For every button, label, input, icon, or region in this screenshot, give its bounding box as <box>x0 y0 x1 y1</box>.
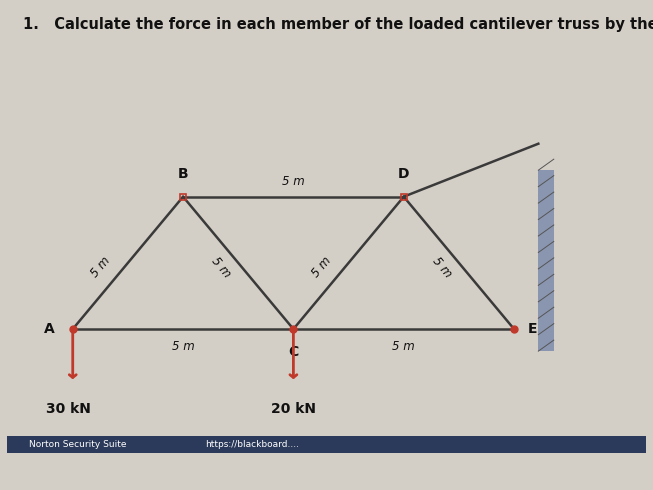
Text: 30 kN: 30 kN <box>46 401 91 416</box>
Text: 5 m: 5 m <box>309 254 334 280</box>
Text: https://blackboard....: https://blackboard.... <box>205 440 299 449</box>
Text: 1.   Calculate the force in each member of the loaded cantilever truss by the me: 1. Calculate the force in each member of… <box>23 17 653 32</box>
Text: Norton Security Suite: Norton Security Suite <box>29 440 126 449</box>
Text: E: E <box>528 322 537 336</box>
Text: A: A <box>44 322 55 336</box>
Text: 20 kN: 20 kN <box>271 401 316 416</box>
Bar <box>538 170 554 351</box>
Bar <box>7 436 646 453</box>
Text: B: B <box>178 167 188 181</box>
Text: D: D <box>398 167 409 181</box>
Text: 5 m: 5 m <box>172 340 195 353</box>
Text: 5 m: 5 m <box>392 340 415 353</box>
Text: 5 m: 5 m <box>430 254 454 280</box>
Text: 5 m: 5 m <box>209 254 234 280</box>
Text: 5 m: 5 m <box>88 254 113 280</box>
Text: C: C <box>288 344 298 359</box>
Text: 5 m: 5 m <box>282 175 305 188</box>
